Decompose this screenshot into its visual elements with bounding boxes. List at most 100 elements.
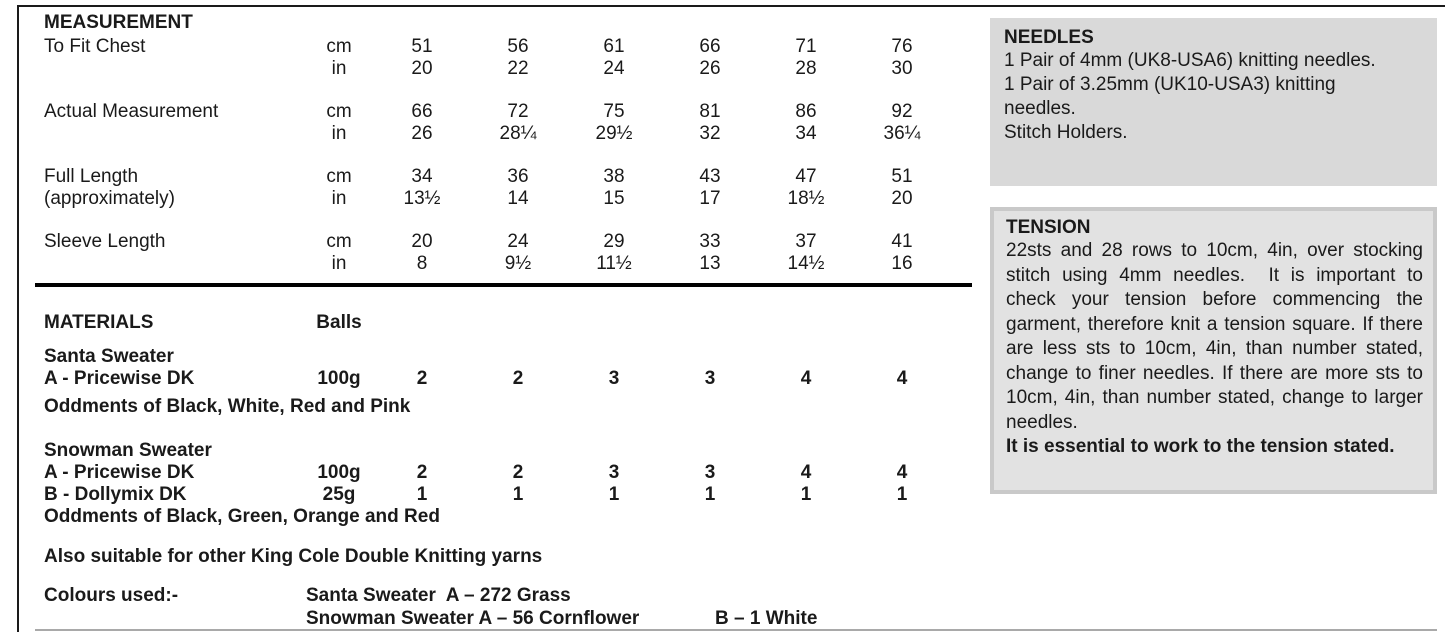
value: 51 [891,166,913,187]
balls-value: 3 [704,368,716,389]
value: 37 [795,231,817,252]
colours-used-values: Santa Sweater A – 272 Grass Snowman Swea… [306,584,817,630]
yarn-row: B - Dollymix DK 25g 1 1 1 1 1 1 [44,484,954,506]
materials-title: MATERIALS [44,312,154,333]
unit-cm: cm [326,166,352,187]
colour-snowman-b: B – 1 White [715,608,818,629]
materials-section-snowman: Snowman Sweater A - Pricewise DK 100g 2 … [44,440,954,528]
value: 28¼ [499,123,537,144]
balls-value: 1 [800,484,812,505]
value: 30 [891,58,913,79]
yarn-row: A - Pricewise DK 100g 2 2 3 3 4 4 [44,368,954,390]
tension-body-text: 22sts and 28 rows to 10cm, 4in, over sto… [1006,240,1423,433]
value: 17 [699,188,721,209]
balls-value: 1 [704,484,716,505]
value: 71 [795,36,817,57]
colour-line-snowman: Snowman Sweater A – 56 Cornflower B – 1 … [306,607,817,630]
unit-cm: cm [326,231,352,252]
value: 34 [795,123,817,144]
balls-value: 1 [608,484,620,505]
row-label-2: (approximately) [44,188,175,209]
value: 32 [699,123,721,144]
tension-title: TENSION [1006,217,1091,238]
value: 41 [891,231,913,252]
balls-value: 4 [800,462,812,483]
measurement-row-to-fit-chest: To Fit Chest cm 51 56 61 66 71 76 in 20 … [44,36,954,80]
page-border-bottom [35,629,1437,631]
measurement-row-full-length: Full Length cm 34 36 38 43 47 51 (approx… [44,166,954,210]
yarn-section-name: Snowman Sweater [44,440,212,461]
balls-value: 3 [704,462,716,483]
value: 15 [603,188,625,209]
unit-in: in [331,58,347,79]
value: 61 [603,36,625,57]
value: 8 [416,253,428,274]
needles-line: 1 Pair of 4mm (UK8-USA6) knitting needle… [1004,50,1376,71]
tension-box: TENSION 22sts and 28 rows to 10cm, 4in, … [990,207,1437,494]
oddments-note: Oddments of Black, Green, Orange and Red [44,506,440,527]
value: 28 [795,58,817,79]
balls-label: Balls [316,312,362,333]
also-suitable-note: Also suitable for other King Cole Double… [44,546,543,567]
yarn-label: A - Pricewise DK [44,462,195,483]
value: 34 [411,166,433,187]
tension-essential-note: It is essential to work to the tension s… [1006,436,1395,457]
balls-value: 1 [896,484,908,505]
value: 26 [411,123,433,144]
balls-value: 4 [800,368,812,389]
value: 9½ [504,253,532,274]
materials-header: MATERIALS Balls [44,312,954,334]
oddments-note: Oddments of Black, White, Red and Pink [44,396,411,417]
balls-value: 3 [608,462,620,483]
value: 22 [507,58,529,79]
value: 38 [603,166,625,187]
balls-value: 4 [896,462,908,483]
unit-in: in [331,123,347,144]
balls-value: 2 [416,368,428,389]
value: 13½ [403,188,441,209]
value: 81 [699,101,721,122]
value: 36¼ [883,123,921,144]
measurement-row-sleeve-length: Sleeve Length cm 20 24 29 33 37 41 in 8 … [44,231,954,275]
value: 20 [411,231,433,252]
value: 43 [699,166,721,187]
unit-cm: cm [326,101,352,122]
value: 33 [699,231,721,252]
value: 29½ [595,123,633,144]
value: 24 [603,58,625,79]
value: 20 [891,188,913,209]
value: 36 [507,166,529,187]
unit-in: in [331,188,347,209]
section-divider-rule [35,283,972,287]
yarn-label: B - Dollymix DK [44,484,187,505]
yarn-weight: 100g [317,462,361,483]
balls-value: 3 [608,368,620,389]
value: 51 [411,36,433,57]
needles-title: NEEDLES [1004,27,1094,48]
value: 11½ [596,253,632,274]
value: 26 [699,58,721,79]
row-label: Sleeve Length [44,231,166,252]
value: 16 [891,253,913,274]
value: 76 [891,36,913,57]
yarn-row: A - Pricewise DK 100g 2 2 3 3 4 4 [44,462,954,484]
balls-value: 1 [416,484,428,505]
page-border-left [17,5,19,632]
value: 47 [795,166,817,187]
measurement-title: MEASUREMENT [44,12,193,33]
unit-in: in [331,253,347,274]
value: 18½ [787,188,825,209]
unit-cm: cm [326,36,352,57]
value: 92 [891,101,913,122]
balls-value: 4 [896,368,908,389]
value: 86 [795,101,817,122]
value: 66 [411,101,433,122]
colour-line-santa: Santa Sweater A – 272 Grass [306,585,571,606]
value: 14½ [787,253,825,274]
balls-value: 2 [512,462,524,483]
row-label: To Fit Chest [44,36,146,57]
needles-line: 1 Pair of 3.25mm (UK10-USA3) knitting ne… [1004,74,1336,119]
value: 24 [507,231,529,252]
measurement-row-actual-measurement: Actual Measurement cm 66 72 75 81 86 92 … [44,101,954,145]
colours-used-label: Colours used:- [44,585,179,606]
